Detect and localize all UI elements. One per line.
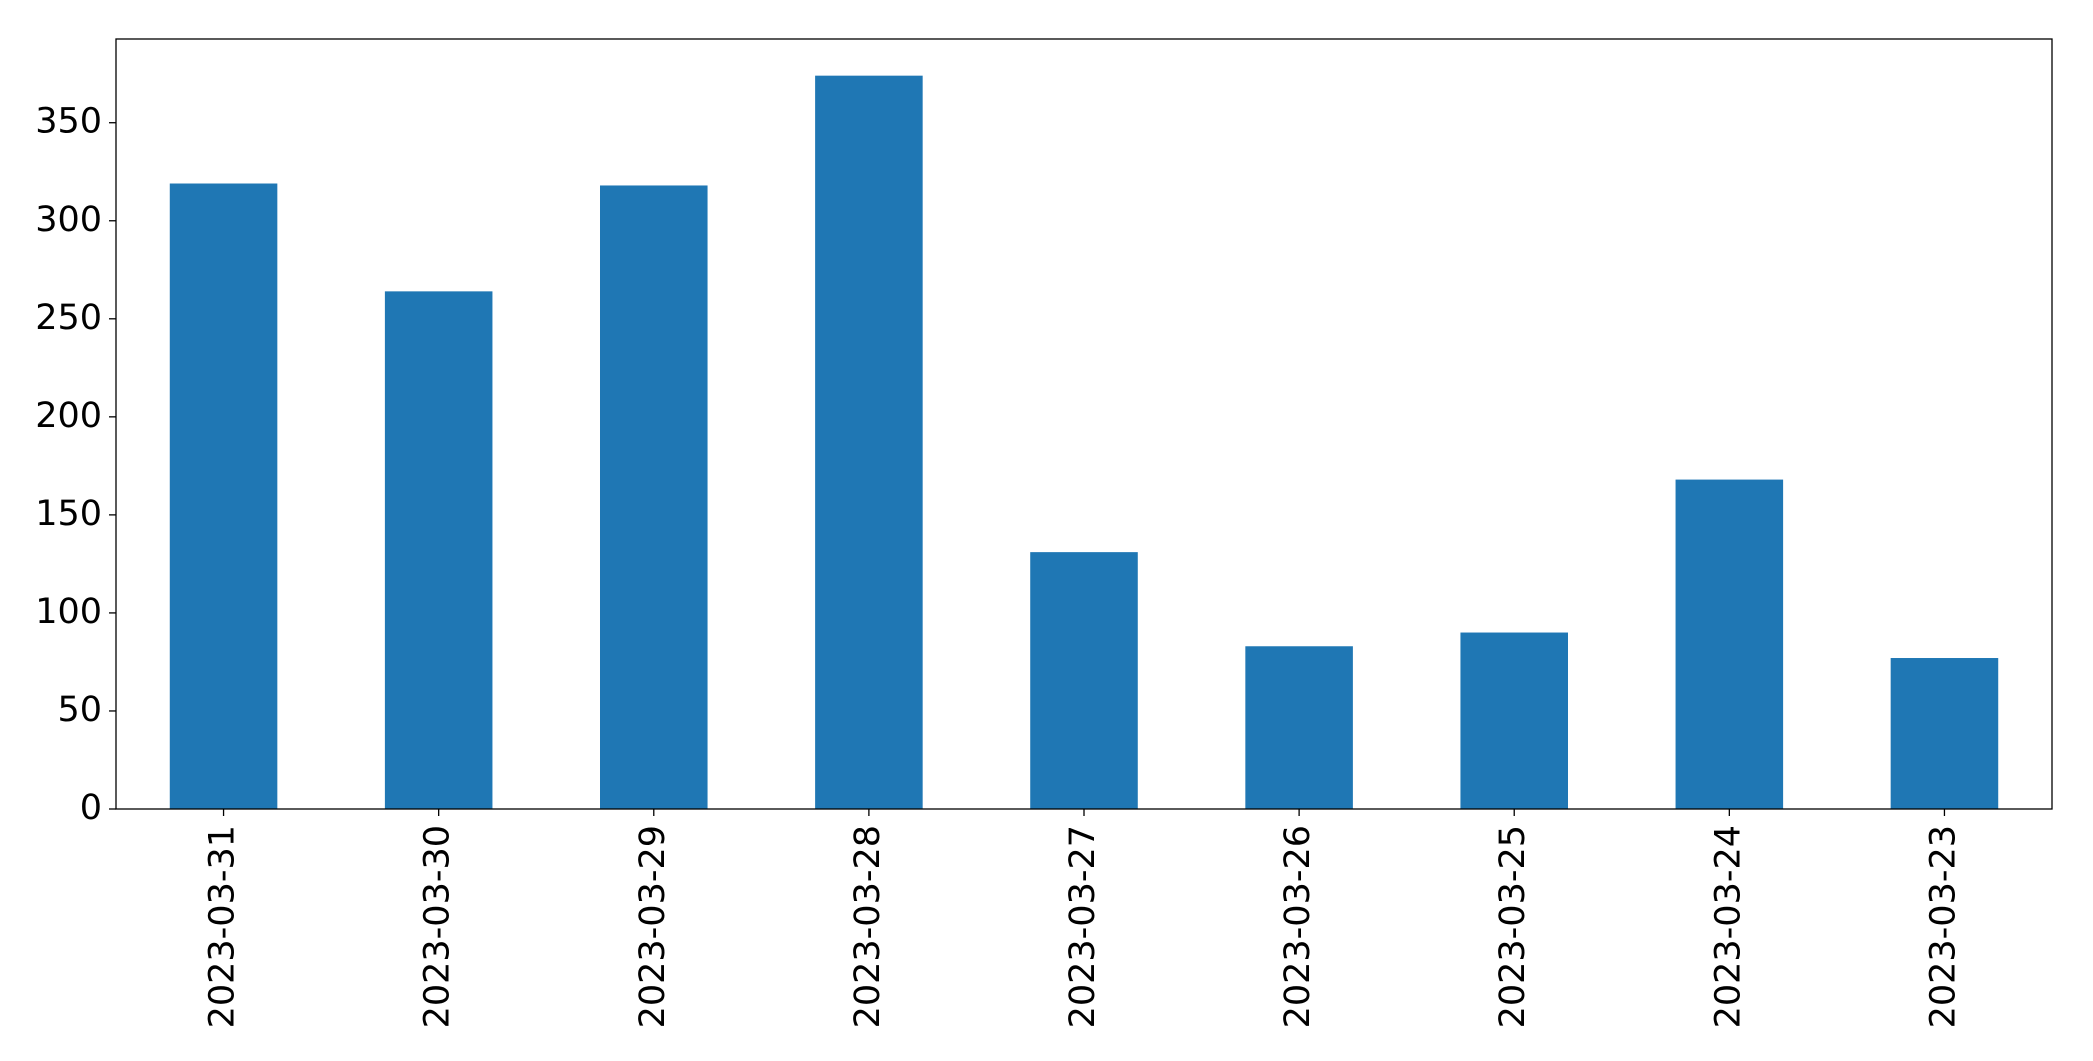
bar xyxy=(1030,552,1138,809)
y-tick-label: 50 xyxy=(57,690,102,730)
x-tick-label: 2023-03-27 xyxy=(1063,825,1103,1028)
bar xyxy=(1675,479,1784,809)
bar xyxy=(1245,646,1353,809)
y-tick-label: 100 xyxy=(35,592,102,632)
plot-frame xyxy=(115,38,2053,810)
bar xyxy=(1890,658,1999,809)
bar xyxy=(600,185,708,809)
y-tick-label: 0 xyxy=(80,788,102,828)
bar xyxy=(815,75,923,809)
x-tick-label: 2023-03-24 xyxy=(1708,825,1748,1028)
x-tick-label: 2023-03-30 xyxy=(418,825,458,1028)
y-tick-label: 350 xyxy=(35,102,102,142)
x-tick-label: 2023-03-26 xyxy=(1278,825,1318,1028)
bar xyxy=(169,183,278,809)
y-tick-label: 150 xyxy=(35,494,102,534)
bar xyxy=(1460,632,1568,809)
x-tick-label: 2023-03-25 xyxy=(1493,825,1533,1028)
y-tick-label: 200 xyxy=(35,396,102,436)
y-tick-label: 250 xyxy=(35,298,102,338)
x-tick-label: 2023-03-23 xyxy=(1923,825,1963,1028)
x-tick-label: 2023-03-29 xyxy=(633,825,673,1028)
x-tick-label: 2023-03-31 xyxy=(203,825,243,1028)
bar xyxy=(384,291,493,810)
y-tick-label: 300 xyxy=(35,200,102,240)
x-tick-label: 2023-03-28 xyxy=(848,825,888,1028)
